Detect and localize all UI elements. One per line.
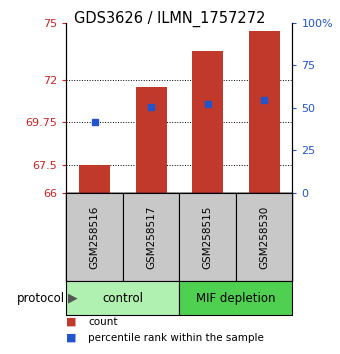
Bar <box>180 193 236 281</box>
Bar <box>79 165 110 193</box>
Text: ■: ■ <box>66 333 77 343</box>
Text: MIF depletion: MIF depletion <box>196 292 276 305</box>
Bar <box>66 193 123 281</box>
Text: GSM258516: GSM258516 <box>89 205 100 269</box>
Bar <box>66 281 180 315</box>
Bar <box>180 281 292 315</box>
Text: protocol: protocol <box>16 292 65 305</box>
Text: ▶: ▶ <box>68 292 78 305</box>
Text: percentile rank within the sample: percentile rank within the sample <box>88 333 264 343</box>
Text: ■: ■ <box>66 317 77 327</box>
Text: GSM258517: GSM258517 <box>146 205 156 269</box>
Bar <box>123 193 180 281</box>
Text: GSM258530: GSM258530 <box>259 206 269 269</box>
Bar <box>192 51 223 193</box>
Text: GSM258515: GSM258515 <box>203 205 212 269</box>
Bar <box>136 87 167 193</box>
Bar <box>236 193 292 281</box>
Bar <box>249 30 280 193</box>
Text: count: count <box>88 317 118 327</box>
Text: control: control <box>102 292 143 305</box>
Text: GDS3626 / ILMN_1757272: GDS3626 / ILMN_1757272 <box>74 11 266 27</box>
